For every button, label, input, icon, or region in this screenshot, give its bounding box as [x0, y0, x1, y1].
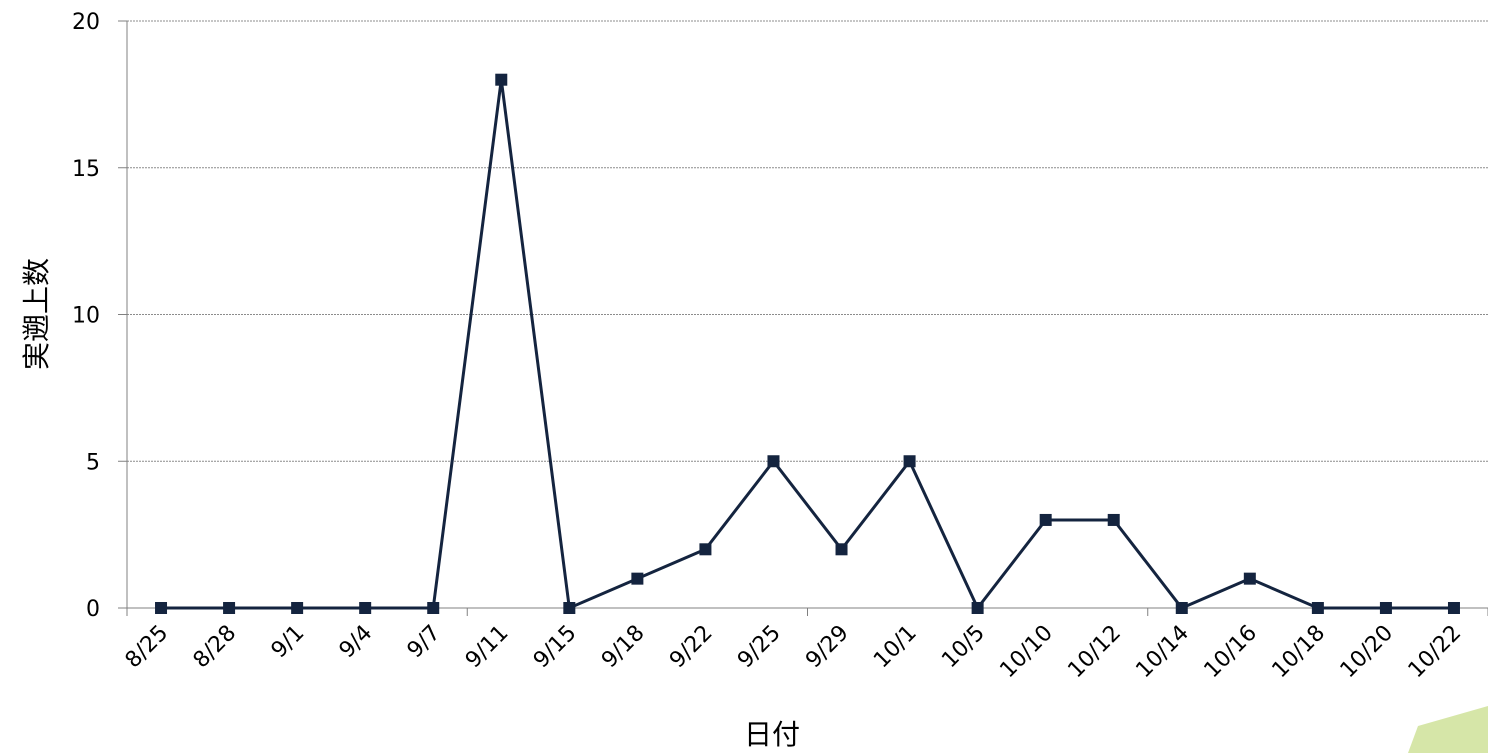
data-point — [699, 543, 712, 556]
gridlines — [127, 20, 1488, 462]
y-tick-label: 10 — [72, 304, 100, 329]
x-axis-title: 日付 — [744, 718, 800, 751]
x-tick-label: 10/20 — [1336, 621, 1399, 684]
data-point — [1379, 602, 1392, 614]
x-tick-labels: 8/25 8/28 9/1 9/4 9/7 9/11 9/15 9/18 9/22 9/25 9/2… — [121, 621, 1467, 684]
data-point — [903, 455, 916, 468]
data-point — [971, 602, 984, 614]
data-point — [631, 572, 644, 585]
x-tick-label: 9/7 — [403, 621, 446, 664]
x-tick-label: 9/25 — [733, 621, 786, 674]
y-tick-label: 15 — [72, 157, 100, 182]
y-tick-label: 5 — [86, 450, 100, 475]
data-point — [1311, 602, 1324, 614]
y-tick-labels: 0 5 10 15 20 — [72, 10, 100, 622]
x-tick-label: 8/28 — [189, 621, 242, 674]
data-point — [563, 602, 576, 614]
y-axis-title: 実遡上数 — [20, 258, 53, 370]
data-point — [1039, 513, 1052, 526]
x-tick-label: 9/22 — [665, 621, 718, 674]
data-point — [767, 455, 780, 468]
axes — [118, 20, 1488, 616]
data-point — [1447, 602, 1460, 614]
x-tick-label: 10/5 — [937, 621, 990, 674]
series-line — [161, 79, 1454, 611]
data-point — [427, 602, 440, 614]
x-tick-label: 9/1 — [267, 621, 310, 664]
y-tick-label: 0 — [86, 597, 100, 622]
x-tick-label: 9/29 — [801, 621, 854, 674]
data-point — [1175, 602, 1188, 614]
series — [155, 73, 1460, 614]
y-tick-label: 20 — [72, 10, 100, 35]
x-tick-label: 10/18 — [1268, 621, 1331, 684]
x-tick-label: 9/15 — [529, 621, 582, 674]
x-tick-label: 9/4 — [335, 621, 378, 664]
x-tick-label: 10/12 — [1063, 621, 1126, 684]
x-tick-label: 8/25 — [121, 621, 174, 674]
x-tick-label: 9/11 — [461, 621, 514, 674]
corner-decoration — [1408, 706, 1488, 753]
data-point — [495, 73, 508, 86]
data-point — [155, 602, 168, 614]
data-point — [223, 602, 236, 614]
data-point — [835, 543, 848, 556]
x-tick-label: 9/18 — [597, 621, 650, 674]
x-tick-label: 10/10 — [995, 621, 1058, 684]
data-point — [1107, 513, 1120, 526]
data-point — [291, 602, 304, 614]
x-tick-label: 10/1 — [869, 621, 922, 674]
x-tick-label: 10/16 — [1200, 621, 1263, 684]
x-tick-label: 10/14 — [1132, 621, 1195, 684]
data-point — [359, 602, 372, 614]
x-tick-label: 10/22 — [1404, 621, 1467, 684]
data-point — [1243, 572, 1256, 585]
